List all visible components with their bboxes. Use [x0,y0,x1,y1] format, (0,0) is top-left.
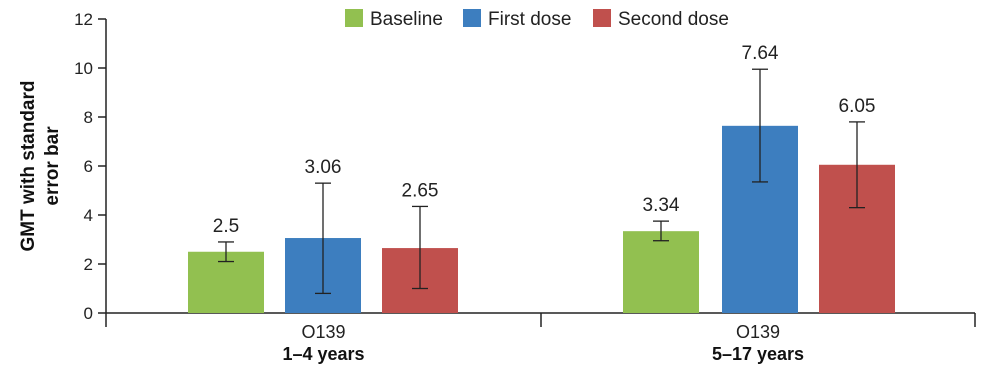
data-label: 6.05 [839,96,876,117]
data-label: 3.34 [643,195,680,216]
y-axis-label: GMT with standard error bar [18,81,63,252]
x-category-label: O139 [736,322,780,342]
y-tick-label: 6 [84,157,93,176]
legend-swatch [593,9,611,27]
y-tick-label: 0 [84,304,93,323]
y-tick-label: 4 [84,206,93,225]
legend-label: Baseline [370,9,443,30]
x-group-label: 5–17 years [712,344,804,364]
y-tick-label: 8 [84,108,93,127]
data-label: 3.06 [305,157,342,178]
legend-swatch [345,9,363,27]
x-group-label: 1–4 years [282,344,364,364]
legend-label: First dose [488,9,571,30]
data-label: 2.5 [213,216,239,237]
y-axis-label-line: GMT with standard [18,81,39,252]
bar-baseline [623,231,699,313]
data-label: 2.65 [402,180,439,201]
y-tick-label: 10 [74,59,93,78]
legend: Baseline First dose Second dose [345,9,729,30]
y-tick-label: 2 [84,255,93,274]
data-label: 7.64 [742,43,779,64]
legend-label: Second dose [618,9,729,30]
bars: 2.5 3.34 3.06 7.64 2.65 6.05 [188,43,895,313]
legend-swatch [463,9,481,27]
y-axis-label-line: error bar [42,126,63,206]
x-category-label: O139 [301,322,345,342]
y-tick-label: 12 [74,10,93,29]
